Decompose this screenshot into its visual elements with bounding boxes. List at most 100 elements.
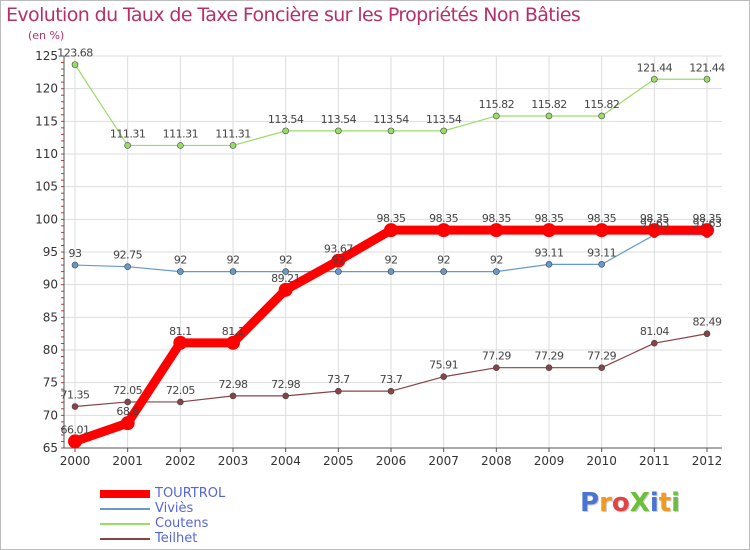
point-tourtrol — [436, 223, 451, 238]
point-coutens — [282, 127, 289, 135]
data-label-coutens: 111.31 — [110, 127, 146, 140]
point-tourtrol — [226, 335, 240, 350]
point-vivi-s — [177, 268, 184, 275]
point-tourtrol — [542, 223, 556, 238]
data-label-vivi-s: 92.75 — [113, 249, 142, 262]
point-tourtrol — [647, 223, 662, 238]
data-label-teilhet: 77.29 — [535, 350, 564, 363]
point-teilhet — [493, 364, 500, 372]
point-coutens — [387, 127, 395, 135]
point-teilhet — [229, 392, 237, 400]
x-tick-label: 2012 — [692, 454, 723, 468]
data-label-vivi-s: 92 — [227, 254, 240, 267]
data-label-teilhet: 77.29 — [482, 350, 511, 363]
logo-letter: X — [629, 488, 650, 518]
point-teilhet — [440, 373, 447, 381]
data-label-vivi-s: 97.63 — [693, 217, 722, 230]
point-coutens — [651, 75, 658, 83]
legend-label: TOURTROL — [155, 486, 226, 501]
data-label-teilhet: 77.29 — [587, 350, 616, 363]
legend-label: Teilhet — [155, 531, 198, 546]
data-label-tourtrol: 93.67 — [324, 243, 353, 256]
data-label-tourtrol: 81.1 — [169, 325, 192, 338]
data-label-coutens: 111.31 — [215, 127, 251, 140]
point-teilhet — [335, 387, 342, 395]
data-label-coutens: 113.54 — [321, 113, 357, 126]
data-label-tourtrol: 98.35 — [693, 212, 722, 225]
data-label-coutens: 111.31 — [163, 127, 199, 140]
data-label-tourtrol: 98.35 — [640, 212, 669, 225]
data-label-vivi-s: 92 — [332, 254, 345, 267]
data-label-coutens: 113.54 — [373, 113, 409, 126]
point-tourtrol — [700, 223, 714, 238]
point-teilhet — [177, 398, 184, 406]
point-coutens — [545, 112, 553, 120]
x-tick-label: 2003 — [218, 454, 249, 468]
data-label-tourtrol: 98.35 — [535, 212, 564, 225]
point-tourtrol — [489, 223, 504, 238]
x-tick-label: 2008 — [481, 454, 512, 468]
y-tick-label: 80 — [43, 343, 58, 357]
data-label-teilhet: 82.49 — [693, 316, 722, 329]
data-label-vivi-s: 92 — [385, 254, 398, 267]
axes: 65 70 75 80 85 90 95 100 105 110 115 120 125 2000 2001… — [35, 49, 722, 468]
data-label-coutens: 115.82 — [531, 98, 567, 111]
y-tick-label: 75 — [43, 376, 58, 390]
data-label-tourtrol: 68.8 — [116, 405, 139, 418]
point-vivi-s — [335, 268, 342, 275]
data-label-tourtrol: 66.01 — [61, 423, 90, 436]
data-label-vivi-s: 93.11 — [535, 246, 564, 259]
point-vivi-s — [124, 263, 131, 271]
x-tick-label: 2007 — [428, 454, 459, 468]
y-tick-label: 85 — [43, 310, 58, 324]
point-teilhet — [387, 387, 395, 395]
series-points — [68, 61, 714, 449]
x-tick-label: 2005 — [323, 454, 354, 468]
data-label-coutens: 113.54 — [426, 113, 462, 126]
data-label-tourtrol: 89.21 — [271, 272, 300, 285]
data-label-vivi-s: 92 — [279, 254, 292, 267]
data-label-coutens: 115.82 — [479, 98, 515, 111]
data-label-tourtrol: 81.1 — [222, 325, 245, 338]
grid — [64, 55, 722, 449]
data-label-coutens: 115.82 — [584, 98, 620, 111]
data-label-coutens: 123.68 — [57, 47, 93, 60]
point-tourtrol — [68, 434, 82, 449]
point-vivi-s — [493, 268, 500, 275]
y-tick-label: 105 — [35, 180, 58, 194]
point-vivi-s — [440, 268, 447, 275]
y-tick-label: 115 — [35, 114, 58, 128]
data-label-teilhet: 75.91 — [429, 359, 458, 372]
data-label-teilhet: 73.7 — [380, 373, 403, 386]
legend-swatch — [100, 490, 150, 498]
y-tick-label: 125 — [35, 49, 58, 63]
data-label-coutens: 121.44 — [689, 61, 725, 74]
logo-letter: i — [649, 488, 659, 518]
point-coutens — [335, 127, 342, 135]
point-vivi-s — [71, 261, 79, 269]
data-labels: 66.01 68.8 81.1 81.1 89.21 93.67 98.35 98.35 98.… — [57, 47, 725, 437]
data-label-teilhet: 72.98 — [219, 378, 248, 391]
y-tick-label: 95 — [43, 245, 58, 259]
point-tourtrol — [120, 416, 135, 431]
point-coutens — [703, 75, 711, 83]
data-label-teilhet: 72.05 — [166, 384, 195, 397]
data-label-vivi-s: 97.63 — [640, 217, 669, 230]
y-tick-label: 70 — [43, 408, 58, 422]
data-label-tourtrol: 98.35 — [429, 212, 458, 225]
data-label-tourtrol: 98.35 — [482, 212, 511, 225]
data-label-teilhet: 72.05 — [113, 384, 142, 397]
chart-title: Evolution du Taux de Taxe Foncière sur l… — [6, 4, 581, 26]
point-coutens — [71, 61, 79, 68]
data-label-teilhet: 72.98 — [271, 378, 300, 391]
x-tick-label: 2001 — [112, 454, 143, 468]
data-label-teilhet: 71.35 — [61, 389, 90, 402]
data-label-teilhet: 73.7 — [327, 373, 350, 386]
logo-letter: o — [611, 488, 630, 518]
x-tick-label: 2004 — [270, 454, 301, 468]
point-vivi-s — [282, 268, 289, 275]
legend-label: Coutens — [155, 516, 209, 531]
legend-swatch — [100, 523, 150, 525]
